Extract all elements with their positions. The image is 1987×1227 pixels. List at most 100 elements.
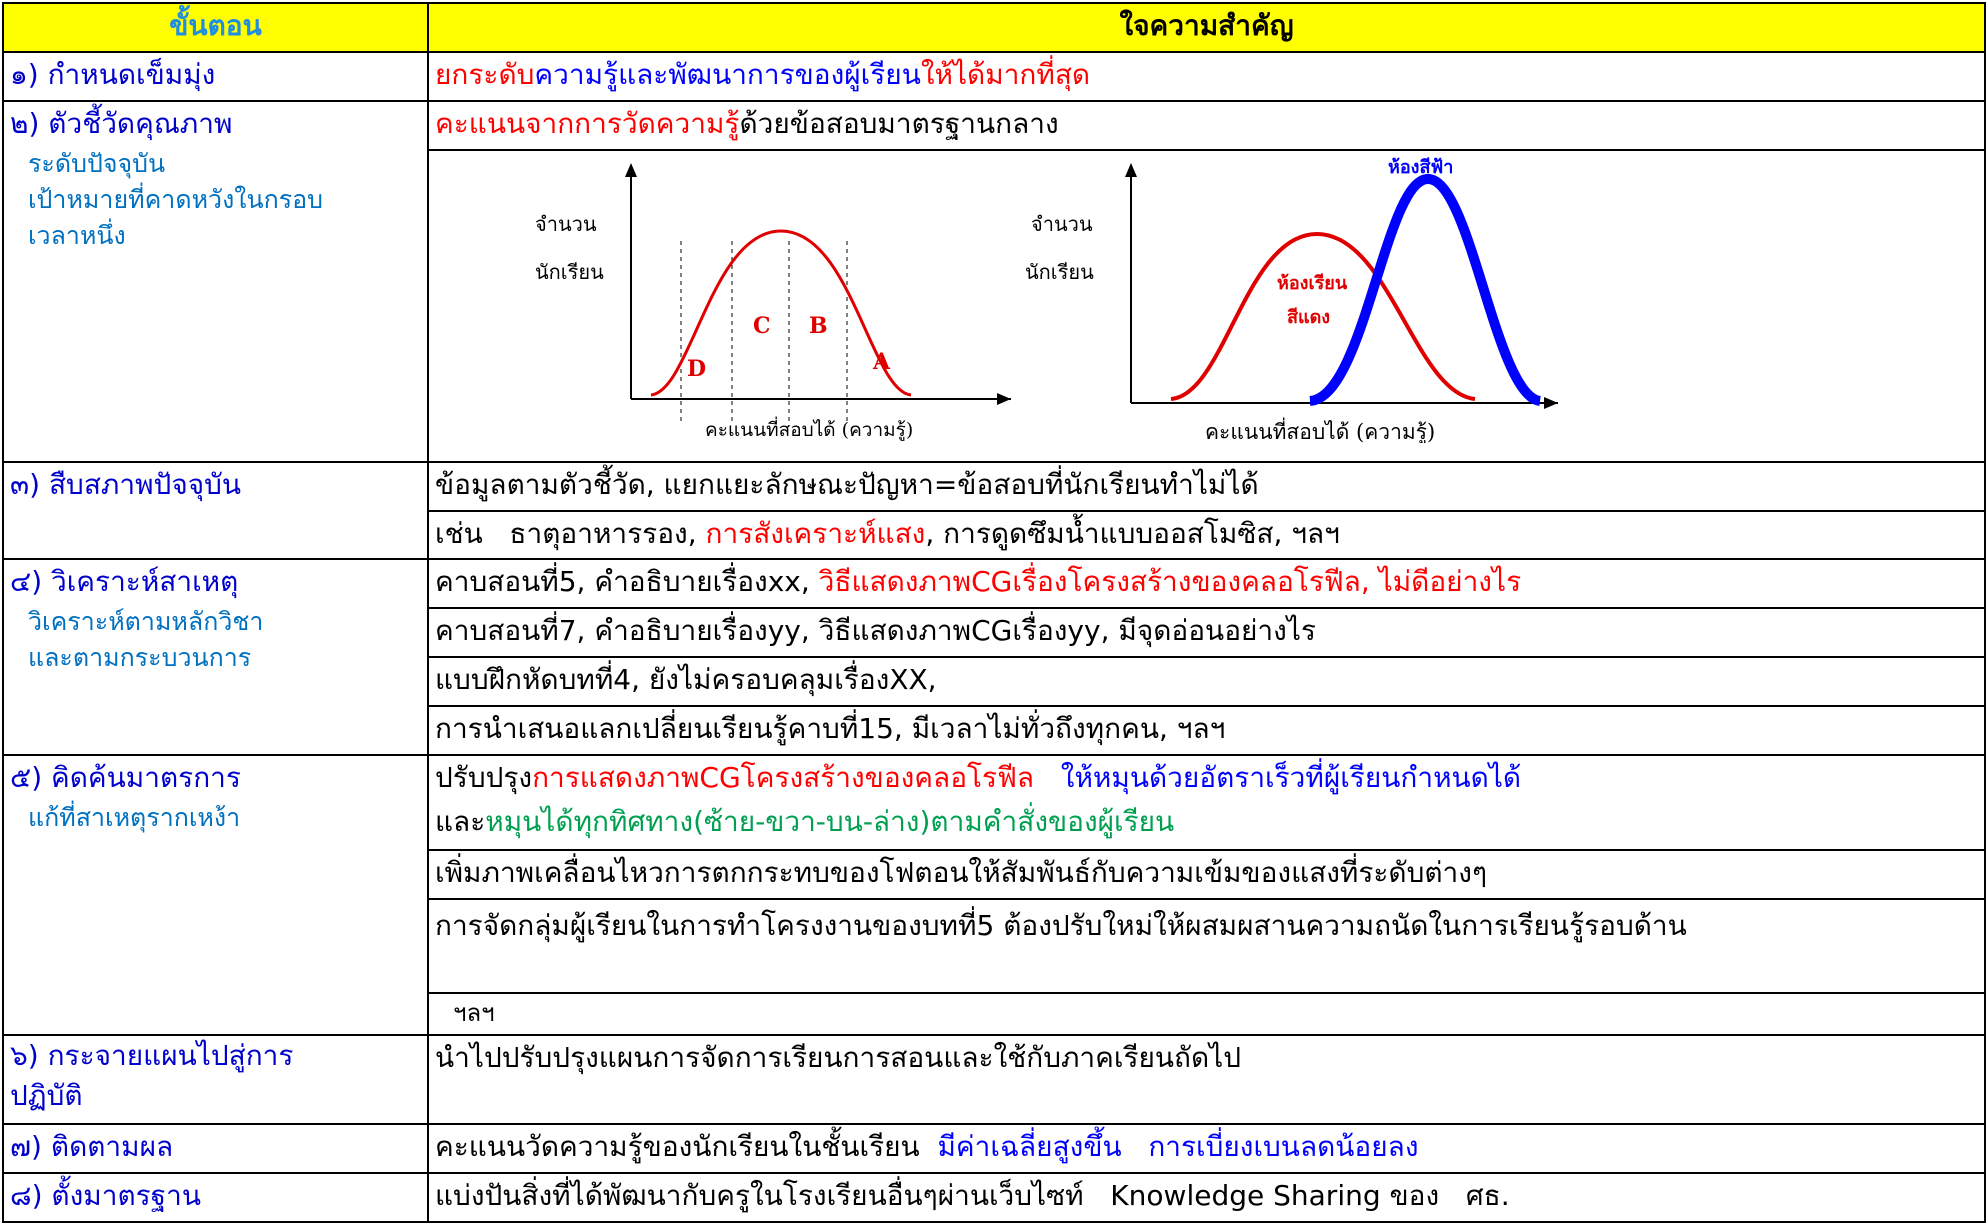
r5a-line-1: ปรับปรุงการแสดงภาพCGโครงสร้างของคลอโรฟีล…: [435, 757, 1978, 800]
row-step-6: ๖) กระจายแผนไปสู่การ ปฏิบัติ นำไปปรับปรุ…: [2, 1034, 1986, 1126]
step-7-label: ๗) ติดตามผล: [10, 1130, 174, 1164]
r5a-part-c: ให้หมุนด้วยอัตราเร็วที่ผู้เรียนกำหนดได้: [1034, 760, 1522, 794]
row-step-4d: การนำเสนอแลกเปลี่ยนเรียนรู้คาบที่15, มีเ…: [3, 704, 1986, 756]
graph2-ylabel-1: จำนวน: [1031, 212, 1093, 236]
row-3a-content: ข้อมูลตามตัวชี้วัด, แยกแยะลักษณะปัญหา=ข้…: [427, 460, 1986, 512]
r4a-part-a: คาบสอนที่5, คำอธิบายเรื่องxx,: [435, 565, 819, 599]
r5d-text: ฯลฯ: [453, 998, 495, 1027]
grade-c: C: [753, 313, 771, 339]
row-step-4b: คาบสอนที่7, คำอธิบายเรื่องyy, วิธีแสดงภา…: [3, 607, 1986, 659]
step-5-label: ๕) คิดค้นมาตรการ: [10, 760, 241, 794]
r5a-part-b: การแสดงภาพCGโครงสร้างของคลอโรฟีล: [532, 760, 1035, 794]
r4a-part-b: วิธีแสดงภาพCGเรื่องโครงสร้างของคลอโรฟีล,…: [818, 565, 1522, 599]
step-1-cell: ๑) กำหนดเข็มมุ่ง: [2, 50, 429, 102]
graph2-y-arrow: [1125, 162, 1137, 177]
row-6-content: นำไปปรับปรุงแผนการจัดการเรียนการสอนและใช…: [427, 1034, 1986, 1126]
step-4-sub-1: วิเคราะห์ตามหลักวิชา: [28, 607, 264, 637]
row-1-content: ยกระดับความรู้และพัฒนาการของผู้เรียนให้ไ…: [427, 50, 1986, 102]
header-row: ขั้นตอน ใจความสำคัญ: [2, 2, 1986, 53]
step-2-label: ๒) ตัวชี้วัดคุณภาพ: [10, 106, 233, 140]
r8-part-a: แบ่งปันสิ่งที่ได้พัฒนากับครูในโรงเรียนอื…: [435, 1179, 1102, 1213]
r3b-part-c: , การดูดซึมน้ำแบบออสโมซิส, ฯลฯ: [925, 516, 1340, 550]
r2-part-a: คะแนนจากการวัดความรู้: [435, 106, 740, 140]
r5a2-part-b: หมุนได้ทุกทิศทาง(ซ้าย-ขวา-บน-ล่าง)ตามคำส…: [485, 804, 1175, 838]
graph1-xlabel: คะแนนที่สอบได้ (ความรู้): [705, 416, 913, 441]
row-step-4c: แบบฝึกหัดบทที่4, ยังไม่ครอบคลุมเรื่องXX,: [3, 656, 1986, 707]
step-7-cell: ๗) ติดตามผล: [2, 1123, 429, 1175]
step-3-cell: ๓) สืบสภาพปัจจุบัน: [2, 460, 429, 561]
grade-d: D: [687, 356, 706, 382]
row-step-3a: ๓) สืบสภาพปัจจุบัน ข้อมูลตามตัวชี้วัด, แ…: [2, 460, 1986, 561]
step-6-label: ๖) กระจายแผนไปสู่การ: [10, 1039, 294, 1073]
step-6-label-2: ปฏิบัติ: [10, 1079, 83, 1113]
r8-part-b: Knowledge Sharing: [1101, 1179, 1390, 1213]
step-8-cell: ๘) ตั้งมาตรฐาน: [2, 1172, 429, 1223]
r2-part-b: ด้วยข้อสอบมาตรฐานกลาง: [739, 106, 1059, 140]
step-4-sub-2: และตามกระบวนการ: [28, 643, 252, 673]
row-step-5b: เพิ่มภาพเคลื่อนไหวการตกกระทบของโฟตอนให้ส…: [3, 849, 1986, 901]
graph2-xlabel: คะแนนที่สอบได้ (ความรู้): [1205, 417, 1435, 443]
header-idea: ใจความสำคัญ: [427, 2, 1986, 53]
graph2-ylabel-2: นักเรียน: [1025, 260, 1094, 284]
row-4a-content: คาบสอนที่5, คำอธิบายเรื่องxx, วิธีแสดงภา…: [427, 558, 1986, 610]
r8-part-c: ของ ศธ.: [1389, 1179, 1510, 1213]
step-8-label: ๘) ตั้งมาตรฐาน: [10, 1179, 201, 1213]
row-8-content: แบ่งปันสิ่งที่ได้พัฒนากับครูในโรงเรียนอื…: [427, 1172, 1986, 1223]
step-1-label: ๑) กำหนดเข็มมุ่ง: [10, 57, 216, 91]
step-5-cell: ๕) คิดค้นมาตรการ แก้ที่สาเหตุรากเหง้า: [2, 753, 429, 1037]
r1-part-b: ความรู้และพัฒนาการของผู้เรียน: [534, 57, 921, 91]
row-4d-content: การนำเสนอแลกเปลี่ยนเรียนรู้คาบที่15, มีเ…: [427, 704, 1986, 756]
graph-class-comparison: จำนวน นักเรียน คะแนนที่สอบได้ (ความรู้) …: [1025, 157, 1558, 443]
graph1-bell-curve: [650, 229, 912, 397]
r1-part-c: ให้ได้มากที่สุด: [920, 57, 1091, 91]
step-3-label: ๓) สืบสภาพปัจจุบัน: [10, 467, 242, 501]
row-step-7: ๗) ติดตามผล คะแนนวัดความรู้ของนักเรียนใน…: [2, 1123, 1986, 1175]
row-step-8: ๘) ตั้งมาตรฐาน แบ่งปันสิ่งที่ได้พัฒนากับ…: [2, 1172, 1986, 1223]
row-2-content: คะแนนจากการวัดความรู้ด้วยข้อสอบมาตรฐานกล…: [427, 99, 1986, 151]
row-step-2a: ๒) ตัวชี้วัดคุณภาพ ระดับปัจจุบัน เป้าหมา…: [2, 99, 1986, 463]
r5a-line-2: และหมุนได้ทุกทิศทาง(ซ้าย-ขวา-บน-ล่าง)ตาม…: [435, 800, 1978, 844]
header-step: ขั้นตอน: [2, 2, 429, 53]
grade-b: B: [809, 313, 828, 339]
grade-a: A: [872, 349, 891, 375]
graph1-y-arrow: [625, 162, 637, 177]
graph2-blue-label: ห้องสีฟ้า: [1388, 157, 1453, 178]
step-2-sub-3: เวลาหนึ่ง: [28, 220, 126, 250]
step-2-sub-1: ระดับปัจจุบัน: [28, 148, 166, 178]
row-5c-content: การจัดกลุ่มผู้เรียนในการทำโครงงานของบทที…: [427, 898, 1986, 994]
row-step-2b: จำนวน นักเรียน คะแนนที่สอบได้ (ความรู้) …: [3, 148, 1986, 463]
row-5a-content: ปรับปรุงการแสดงภาพCGโครงสร้างของคลอโรฟีล…: [427, 753, 1986, 852]
graph2-x-arrow: [1544, 396, 1558, 409]
row-5d-content: ฯลฯ: [427, 991, 1986, 1037]
r7-part-b: มีค่าเฉลี่ยสูงขึ้น การเบี่ยงเบนลดน้อยลง: [937, 1130, 1419, 1164]
r5a-part-a: ปรับปรุง: [435, 760, 533, 794]
row-3b-content: เช่น ธาตุอาหารรอง, การสังเคราะห์แสง, การ…: [427, 509, 1986, 561]
step-6-cell: ๖) กระจายแผนไปสู่การ ปฏิบัติ: [2, 1034, 429, 1126]
r5a2-part-a: และ: [435, 804, 486, 838]
graphs-cell: จำนวน นักเรียน คะแนนที่สอบได้ (ความรู้) …: [427, 148, 1986, 463]
graph1-ylabel-1: จำนวน: [535, 212, 597, 236]
row-step-5c: การจัดกลุ่มผู้เรียนในการทำโครงงานของบทที…: [3, 898, 1986, 994]
r1-part-a: ยกระดับ: [435, 57, 535, 91]
graph1-x-arrow: [997, 392, 1011, 405]
row-step-5d: ฯลฯ: [3, 991, 1986, 1037]
row-5b-content: เพิ่มภาพเคลื่อนไหวการตกกระทบของโฟตอนให้ส…: [427, 849, 1986, 901]
row-step-5a: ๕) คิดค้นมาตรการ แก้ที่สาเหตุรากเหง้า ปร…: [2, 753, 1986, 1037]
row-4c-content: แบบฝึกหัดบทที่4, ยังไม่ครอบคลุมเรื่องXX,: [427, 656, 1986, 707]
graph2-blue-curve: [1308, 173, 1542, 406]
distribution-graphs: จำนวน นักเรียน คะแนนที่สอบได้ (ความรู้) …: [535, 157, 1558, 443]
row-step-3b: เช่น ธาตุอาหารรอง, การสังเคราะห์แสง, การ…: [3, 509, 1986, 561]
row-step-4a: ๔) วิเคราะห์สาเหตุ วิเคราะห์ตามหลักวิชา …: [2, 558, 1986, 756]
graph2-red-curve: [1170, 231, 1476, 401]
graph2-red-label-2: สีแดง: [1287, 307, 1330, 328]
graph2-red-label-1: ห้องเรียน: [1277, 273, 1348, 294]
step-5-sub-1: แก้ที่สาเหตุรากเหง้า: [28, 802, 241, 832]
r3b-part-b: การสังเคราะห์แสง: [705, 516, 926, 550]
graph-normal-distribution: จำนวน นักเรียน คะแนนที่สอบได้ (ความรู้) …: [535, 162, 1011, 441]
r7-part-a: คะแนนวัดความรู้ของนักเรียนในชั้นเรียน: [435, 1130, 938, 1164]
r3b-part-a: เช่น ธาตุอาหารรอง,: [435, 516, 706, 550]
step-4-label: ๔) วิเคราะห์สาเหตุ: [10, 565, 239, 599]
row-7-content: คะแนนวัดความรู้ของนักเรียนในชั้นเรียน มี…: [427, 1123, 1986, 1175]
